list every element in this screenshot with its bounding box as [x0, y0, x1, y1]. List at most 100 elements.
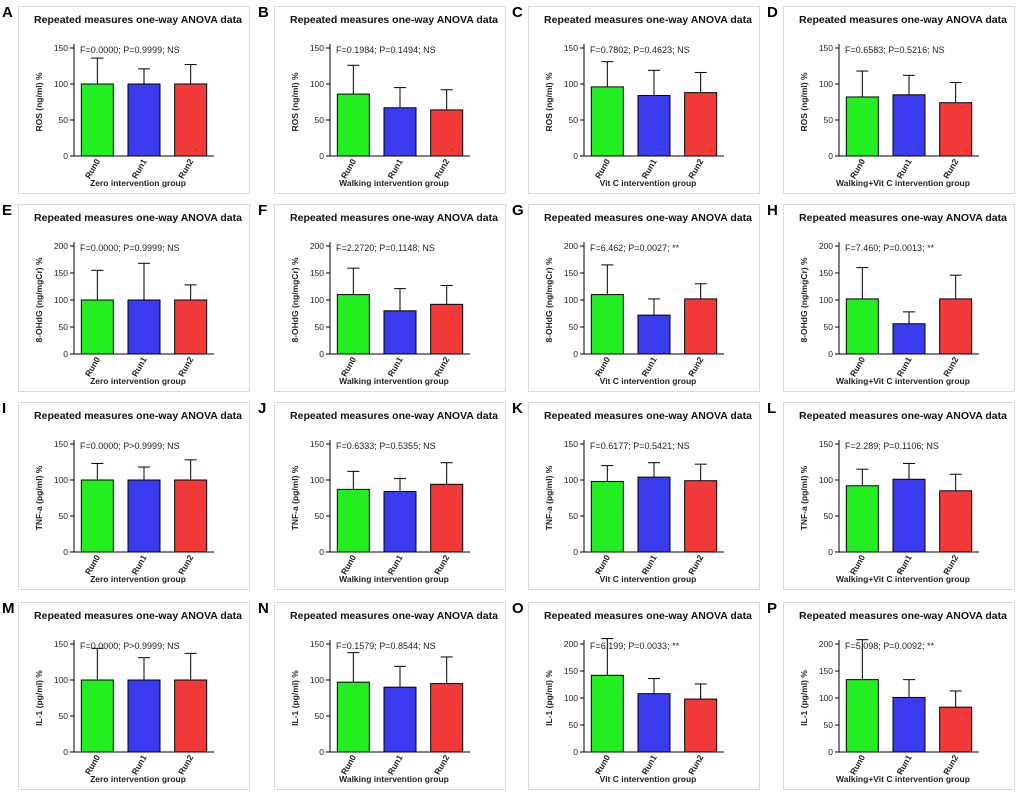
x-tick-label: Run0	[83, 753, 102, 777]
bar-run2	[684, 480, 718, 553]
bar-run2	[939, 102, 973, 157]
x-tick-label: Run2	[941, 355, 960, 379]
x-tick-label: Run1	[639, 157, 658, 181]
x-axis-label: Walking+Vit C intervention group	[836, 774, 970, 784]
y-tick-label: 200	[310, 241, 324, 251]
stats-annotation: F=0.6333; P=0.5355; NS	[336, 441, 436, 451]
bar-run2	[430, 109, 464, 157]
chart-panel-g: G Repeated measures one-way ANOVA data F=6…	[512, 200, 760, 392]
y-tick-label: 200	[54, 241, 68, 251]
bar-run0	[590, 86, 624, 157]
y-tick-label: 0	[828, 349, 833, 359]
stats-annotation: F=5.098; P=0.0092; **	[845, 641, 935, 651]
x-tick-label: Run2	[686, 753, 705, 777]
bar-chart: Repeated measures one-way ANOVA data F=0.…	[34, 212, 242, 386]
bar-run2	[430, 303, 464, 355]
y-tick-label: 0	[828, 747, 833, 757]
panel-letter: G	[512, 202, 524, 219]
y-tick-label: 150	[310, 439, 324, 449]
x-axis-label: Vit C intervention group	[600, 376, 697, 386]
panel-letter: F	[258, 202, 268, 219]
y-axis-label: IL-1 (pg/ml) %	[544, 670, 554, 726]
y-axis-label: IL-1 (pg/ml) %	[34, 670, 44, 726]
bar-chart: Repeated measures one-way ANOVA data F=0.…	[34, 410, 242, 584]
y-tick-label: 200	[564, 241, 578, 251]
y-tick-label: 0	[573, 151, 578, 161]
bar-run0	[845, 679, 879, 753]
bar-run1	[127, 679, 161, 753]
y-tick-label: 0	[573, 547, 578, 557]
y-tick-label: 50	[59, 511, 69, 521]
stats-annotation: F=0.7802; P=0.4623; NS	[590, 45, 690, 55]
chart-panel-a: A Repeated measures one-way ANOVA data F=0…	[2, 2, 250, 194]
x-axis-label: Zero intervention group	[90, 376, 186, 386]
bar-run0	[80, 479, 114, 553]
bar-run0	[845, 485, 879, 553]
x-tick-label: Run2	[432, 157, 451, 181]
y-tick-label: 150	[819, 439, 833, 449]
bar-chart: Repeated measures one-way ANOVA data F=6.…	[544, 610, 752, 784]
panel-frame	[18, 204, 250, 392]
y-tick-label: 200	[819, 639, 833, 649]
panel-letter: L	[767, 400, 777, 417]
y-tick-label: 50	[315, 711, 325, 721]
y-axis-label: ROS (ng/ml) %	[34, 72, 44, 131]
chart-panel-j: J Repeated measures one-way ANOVA data F=0…	[258, 398, 506, 590]
y-tick-label: 150	[564, 43, 578, 53]
x-tick-label: Run2	[176, 753, 195, 777]
stats-annotation: F=0.6583; P=0.5216; NS	[845, 45, 945, 55]
y-axis-label: IL-1 (pg/ml) %	[799, 670, 809, 726]
x-axis-label: Walking intervention group	[339, 376, 449, 386]
bar-chart: Repeated measures one-way ANOVA data F=2.…	[799, 410, 1007, 584]
x-axis-label: Walking+Vit C intervention group	[836, 178, 970, 188]
y-tick-label: 100	[819, 475, 833, 485]
y-axis-label: TNF-a (pg/ml) %	[799, 465, 809, 530]
chart-title: Repeated measures one-way ANOVA data	[290, 14, 498, 26]
y-tick-label: 150	[819, 666, 833, 676]
bar-run0	[336, 93, 370, 157]
bar-run0	[845, 298, 879, 355]
bar-run0	[590, 674, 624, 753]
x-tick-label: Run0	[339, 553, 358, 577]
bar-run0	[845, 96, 879, 157]
bar-run0	[336, 488, 370, 553]
chart-title: Repeated measures one-way ANOVA data	[290, 610, 498, 622]
bar-run2	[684, 298, 718, 355]
chart-panel-i: I Repeated measures one-way ANOVA data F=0…	[2, 398, 250, 590]
stats-annotation: F=6.462; P=0.0027; **	[590, 243, 680, 253]
bar-run0	[590, 480, 624, 553]
x-tick-label: Run0	[593, 553, 612, 577]
bar-chart: Repeated measures one-way ANOVA data F=0.…	[544, 14, 752, 188]
bar-run1	[127, 299, 161, 355]
panel-letter: C	[512, 4, 523, 21]
bar-run1	[637, 476, 671, 553]
chart-title: Repeated measures one-way ANOVA data	[34, 410, 242, 422]
y-tick-label: 50	[59, 711, 69, 721]
x-tick-label: Run1	[385, 355, 404, 379]
x-tick-label: Run1	[894, 553, 913, 577]
y-tick-label: 150	[310, 43, 324, 53]
y-tick-label: 100	[819, 295, 833, 305]
x-tick-label: Run2	[432, 553, 451, 577]
x-tick-label: Run1	[129, 553, 148, 577]
y-tick-label: 0	[63, 151, 68, 161]
y-axis-label: IL-1 (pg/ml) %	[290, 670, 300, 726]
y-axis-label: TNF-a (pg/ml) %	[544, 465, 554, 530]
y-axis-label: 8-OHdG (ng/mgCr) %	[34, 257, 44, 342]
y-tick-label: 0	[319, 151, 324, 161]
x-tick-label: Run2	[941, 753, 960, 777]
y-tick-label: 50	[59, 322, 69, 332]
stats-annotation: F=0.1579; P=0.8544; NS	[336, 641, 436, 651]
y-tick-label: 150	[310, 639, 324, 649]
x-tick-label: Run0	[593, 753, 612, 777]
panel-letter: M	[2, 600, 15, 617]
stats-annotation: F=0.0000; P>0.9999; NS	[80, 441, 180, 451]
bar-run1	[383, 491, 417, 553]
panel-letter: B	[258, 4, 269, 21]
chart-title: Repeated measures one-way ANOVA data	[544, 212, 752, 224]
y-tick-label: 150	[564, 268, 578, 278]
y-tick-label: 50	[569, 511, 579, 521]
bar-run0	[590, 294, 624, 355]
x-tick-label: Run1	[639, 753, 658, 777]
chart-title: Repeated measures one-way ANOVA data	[799, 212, 1007, 224]
